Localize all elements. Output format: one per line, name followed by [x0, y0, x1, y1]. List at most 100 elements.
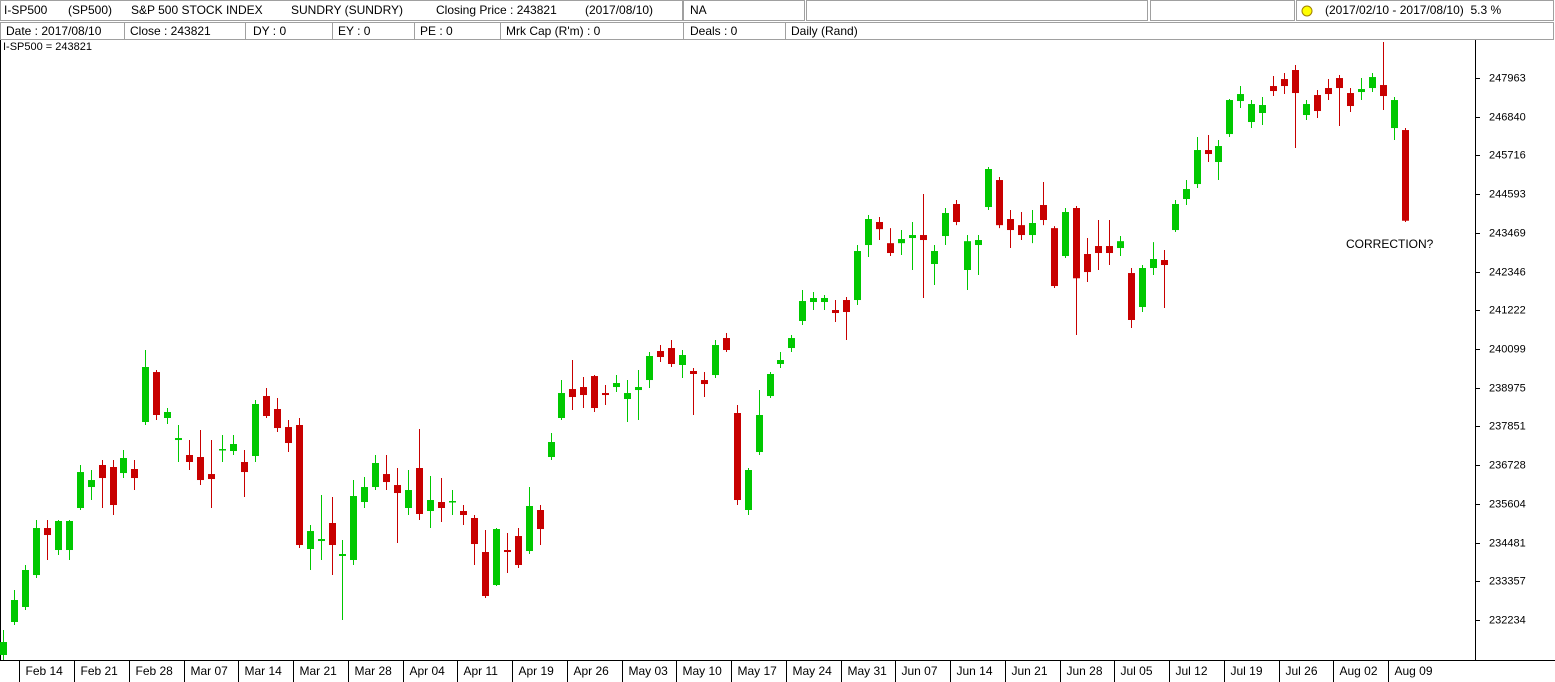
candle-body: [832, 310, 839, 314]
candle-body: [1073, 208, 1080, 279]
candle-body: [1106, 246, 1113, 254]
candle-body: [11, 600, 18, 622]
candle-body: [679, 355, 686, 366]
candle-body: [1029, 223, 1036, 236]
toolbar-cell: [1150, 0, 1295, 21]
candle-body: [471, 517, 478, 545]
candle-body: [537, 510, 544, 530]
candle-body: [821, 298, 828, 303]
candle-body: [591, 376, 598, 409]
candle-body: [777, 360, 784, 365]
candle-body: [197, 457, 204, 481]
candle-body: [350, 496, 357, 561]
candle-body: [548, 442, 555, 458]
y-tick-label: 234481: [1489, 537, 1526, 549]
candle-body: [942, 213, 949, 237]
candle-body: [99, 465, 106, 479]
candle-body: [734, 413, 741, 501]
candle-body: [1128, 273, 1135, 321]
candle-body: [1051, 228, 1058, 287]
candle-body: [701, 380, 708, 385]
x-tick-label: Jul 12: [1176, 664, 1208, 678]
x-tick-label: Feb 14: [26, 664, 64, 678]
candle-body: [854, 251, 861, 301]
candle-body: [580, 387, 587, 396]
candle-body: [44, 528, 51, 536]
candle-body: [1117, 241, 1124, 249]
infobar-text: Date : 2017/08/10: [6, 24, 102, 38]
candle-body: [788, 338, 795, 349]
candles: [0, 42, 1409, 660]
x-tick-label: Apr 04: [410, 664, 446, 678]
toolbar-text: NA: [690, 3, 707, 17]
x-tick-label: Apr 19: [519, 664, 555, 678]
candle-body: [1380, 85, 1387, 97]
candle-body: [1281, 79, 1288, 87]
candle-body: [339, 554, 346, 557]
candle-body: [1303, 104, 1310, 116]
status-icon: [1301, 5, 1313, 17]
x-tick-label: Apr 11: [464, 664, 499, 678]
candle-body: [526, 506, 533, 552]
candle-body: [1150, 259, 1157, 269]
toolbar-cell: [683, 0, 805, 21]
candle-body: [657, 351, 664, 358]
toolbar-text: S&P 500 STOCK INDEX: [131, 3, 263, 17]
candle-body: [1183, 189, 1190, 200]
y-tick-label: 236728: [1489, 459, 1526, 471]
candle-body: [482, 552, 489, 597]
candle-body: [131, 469, 138, 479]
x-tick-label: Mar 21: [300, 664, 338, 678]
candle-body: [1402, 130, 1409, 221]
candle-body: [164, 412, 171, 419]
candle-body: [1194, 150, 1201, 185]
x-tick-label: Mar 07: [191, 664, 229, 678]
candle-body: [1358, 89, 1365, 93]
candle-body: [909, 235, 916, 239]
candle-body: [372, 463, 379, 488]
candle-body: [1215, 146, 1222, 163]
candle-body: [383, 474, 390, 483]
candle-body: [887, 243, 894, 254]
candle-body: [723, 338, 730, 351]
candle-body: [1095, 246, 1102, 254]
candle-body: [876, 222, 883, 230]
candle-body: [394, 485, 401, 494]
y-tick-label: 246840: [1489, 111, 1526, 123]
candle-body: [1172, 204, 1179, 231]
candle-body: [712, 345, 719, 376]
y-tick-label: 243469: [1489, 227, 1526, 239]
y-tick-label: 240099: [1489, 343, 1526, 355]
annotation: CORRECTION?: [1346, 237, 1434, 251]
x-tick-label: Jun 21: [1012, 664, 1048, 678]
x-tick-label: May 24: [793, 664, 833, 678]
candle-body: [175, 438, 182, 441]
candle-body: [285, 427, 292, 444]
candle-body: [635, 387, 642, 391]
candle-body: [865, 219, 872, 246]
candle-body: [504, 550, 511, 553]
candle-body: [263, 396, 270, 417]
candle-body: [120, 458, 127, 474]
candle-body: [569, 389, 576, 398]
y-tick-label: 247963: [1489, 72, 1526, 84]
x-tick-label: Mar 28: [355, 664, 393, 678]
candle-body: [558, 393, 565, 419]
candle-body: [690, 371, 697, 374]
x-tick-label: May 03: [629, 664, 669, 678]
candle-body: [1040, 205, 1047, 221]
candle-body: [953, 204, 960, 223]
toolbar-text: (SP500): [68, 3, 112, 17]
x-tick-label: Jun 07: [902, 664, 938, 678]
candle-body: [110, 467, 117, 506]
candle-body: [0, 642, 7, 656]
candle-body: [985, 169, 992, 208]
candle-body: [329, 522, 336, 546]
candle-body: [964, 241, 971, 271]
candle-body: [1292, 70, 1299, 94]
candle-body: [186, 455, 193, 463]
candle-body: [307, 531, 314, 550]
candle-body: [931, 251, 938, 265]
